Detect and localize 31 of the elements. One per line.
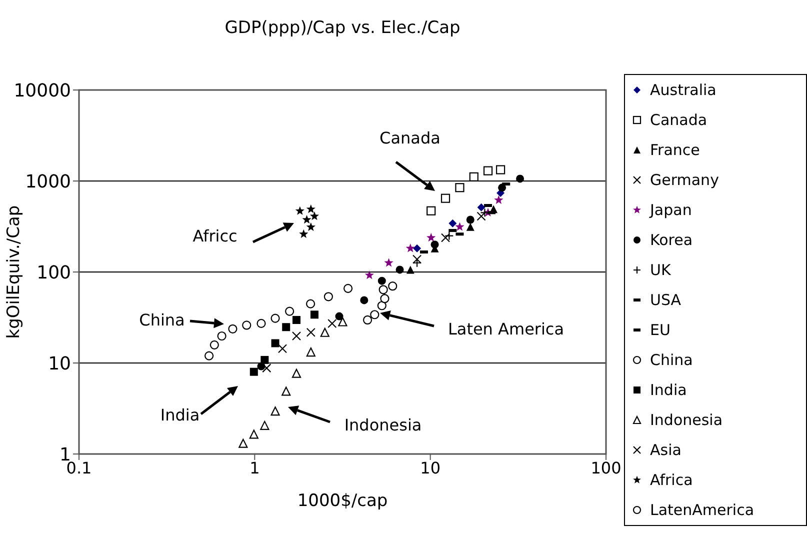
legend-label: LatenAmerica [650, 501, 754, 519]
y-axis-title: kgOilEquiv./Cap [4, 205, 24, 339]
legend-label: Asia [650, 441, 682, 459]
y-tick-label: 10000 [14, 80, 71, 102]
annotation: China [139, 310, 185, 330]
legend-label: Indonesia [650, 411, 723, 429]
y-tick-label: 10 [48, 353, 71, 374]
y-tick-label: 100 [36, 262, 71, 284]
x-tick-label: 100 [590, 458, 622, 478]
legend-label: Korea [650, 231, 693, 249]
legend-label: Germany [650, 171, 719, 189]
legend-label: USA [650, 291, 682, 309]
x-axis-title: 1000$/cap [297, 491, 388, 511]
annotation: India [160, 406, 200, 424]
legend-label: Australia [650, 81, 716, 99]
y-tick-label: 1000 [25, 171, 71, 192]
x-tick-label: 10 [420, 458, 441, 478]
annotation: Indonesia [344, 416, 422, 434]
legend-label: EU [650, 321, 670, 339]
legend-label: Canada [650, 111, 708, 129]
legend-label: China [650, 351, 693, 369]
legend-label: India [650, 381, 687, 399]
annotation: Laten America [448, 320, 564, 338]
legend-label: Japan [650, 201, 692, 219]
annotation: Canada [380, 128, 440, 148]
legend-label: France [650, 141, 700, 159]
x-tick-label: 1 [250, 458, 260, 478]
annotation: Africc [192, 226, 238, 246]
legend-label: UK [650, 261, 671, 279]
chart-title: GDP(ppp)/Cap vs. Elec./Cap [224, 18, 462, 38]
legend-label: Africa [650, 471, 693, 489]
